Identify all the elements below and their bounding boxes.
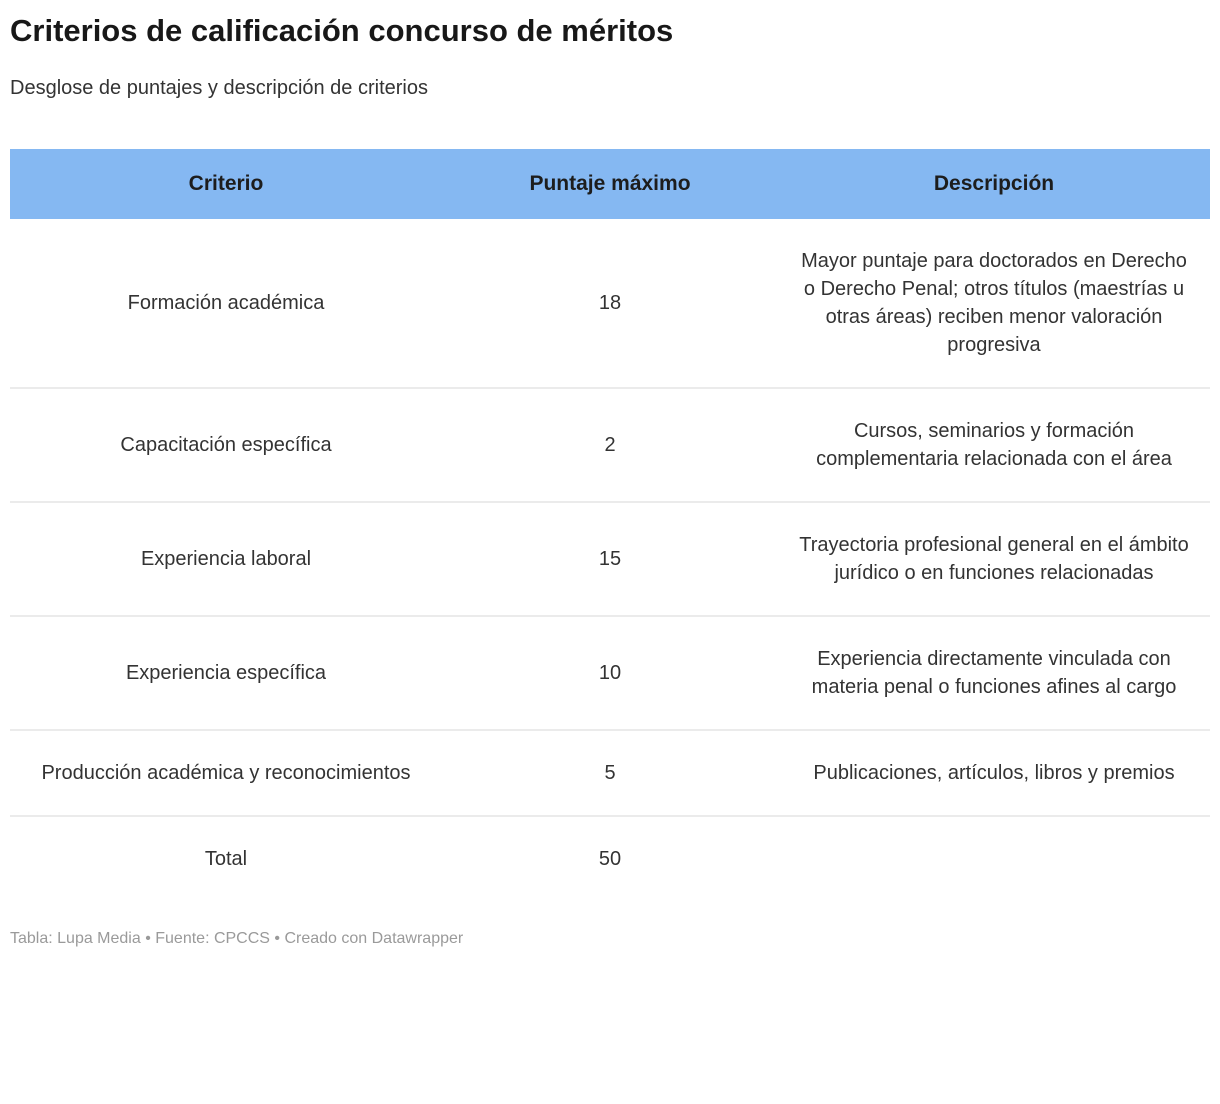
cell-puntaje: 5 [442,729,778,816]
page-subtitle: Desglose de puntajes y descripción de cr… [10,77,428,99]
cell-descripcion: Mayor puntaje para doctorados en Derecho… [801,250,1187,356]
cell-descripcion [778,815,1210,901]
cell-puntaje: 18 [598,292,622,314]
cell-descripcion: Experiencia directamente vinculada con m… [778,615,1210,730]
cell-criterio: Capacitación específica [10,387,442,502]
column-header-criterio: Criterio [10,149,442,219]
page-title: Criterios de calificación concurso de mé… [10,13,674,48]
attribution-footer: Tabla: Lupa Media • Fuente: CPCCS • Crea… [10,930,464,947]
cell-puntaje: 15 [442,501,778,616]
table-row: Producción académica y reconocimientos 5… [10,729,1210,816]
table-row: Experiencia laboral 15 Trayectoria profe… [10,501,1210,616]
column-header-puntaje-maximo: Puntaje máximo [442,149,778,219]
cell-descripcion: Cursos, seminarios y formación complemen… [778,387,1210,502]
table-header: Criterio Puntaje máximo Descripción [10,149,1210,219]
table-row: Capacitación específica 2 Cursos, semina… [10,387,1210,502]
table-body: Formación académica 18 Mayor puntaje par… [10,219,1210,901]
column-header-descripcion: Descripción [778,149,1210,219]
cell-criterio: Producción académica y reconocimientos [10,729,442,816]
cell-criterio: Total [10,815,442,901]
cell-criterio: Experiencia laboral [10,501,442,616]
cell-puntaje: 10 [442,615,778,730]
table-row-total: Total 50 [10,815,1210,901]
cell-descripcion: Publicaciones, artículos, libros y premi… [778,729,1210,816]
table-header-row: Criterio Puntaje máximo Descripción [10,149,1210,219]
table-row: Formación académica 18 Mayor puntaje par… [10,219,1210,388]
cell-puntaje: 2 [442,387,778,502]
criteria-table: Criterio Puntaje máximo Descripción Form… [10,149,1210,901]
table-row: Experiencia específica 10 Experiencia di… [10,615,1210,730]
cell-criterio: Experiencia específica [10,615,442,730]
table-visualization: Criterios de calificación concurso de mé… [0,12,1220,949]
cell-puntaje: 50 [442,815,778,901]
cell-criterio: Formación académica [127,292,325,314]
cell-descripcion: Trayectoria profesional general en el ám… [778,501,1210,616]
